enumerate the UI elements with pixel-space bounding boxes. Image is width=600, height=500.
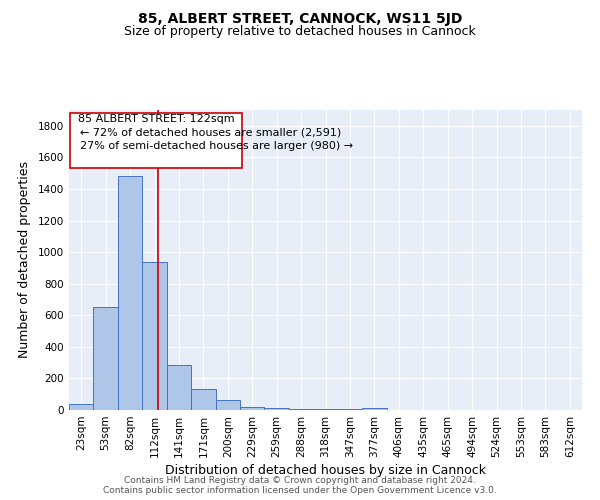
- Bar: [240, 406, 265, 410]
- Bar: [338, 409, 362, 410]
- Bar: [191, 390, 215, 410]
- X-axis label: Distribution of detached houses by size in Cannock: Distribution of detached houses by size …: [165, 464, 486, 477]
- Bar: [289, 408, 313, 410]
- Text: 85 ALBERT STREET: 122sqm: 85 ALBERT STREET: 122sqm: [78, 114, 235, 124]
- Text: ← 72% of detached houses are smaller (2,591): ← 72% of detached houses are smaller (2,…: [80, 127, 342, 137]
- Bar: [69, 404, 94, 410]
- Bar: [118, 176, 142, 410]
- Text: 27% of semi-detached houses are larger (980) →: 27% of semi-detached houses are larger (…: [80, 142, 353, 152]
- Text: Contains HM Land Registry data © Crown copyright and database right 2024.: Contains HM Land Registry data © Crown c…: [124, 476, 476, 485]
- Text: Size of property relative to detached houses in Cannock: Size of property relative to detached ho…: [124, 25, 476, 38]
- Bar: [313, 409, 338, 410]
- Text: 85, ALBERT STREET, CANNOCK, WS11 5JD: 85, ALBERT STREET, CANNOCK, WS11 5JD: [138, 12, 462, 26]
- Bar: [265, 408, 289, 410]
- Bar: [94, 308, 118, 410]
- Bar: [362, 408, 386, 410]
- Y-axis label: Number of detached properties: Number of detached properties: [18, 162, 31, 358]
- Bar: [215, 400, 240, 410]
- Bar: [167, 365, 191, 410]
- FancyBboxPatch shape: [70, 113, 242, 168]
- Text: Contains public sector information licensed under the Open Government Licence v3: Contains public sector information licen…: [103, 486, 497, 495]
- Bar: [142, 262, 167, 410]
